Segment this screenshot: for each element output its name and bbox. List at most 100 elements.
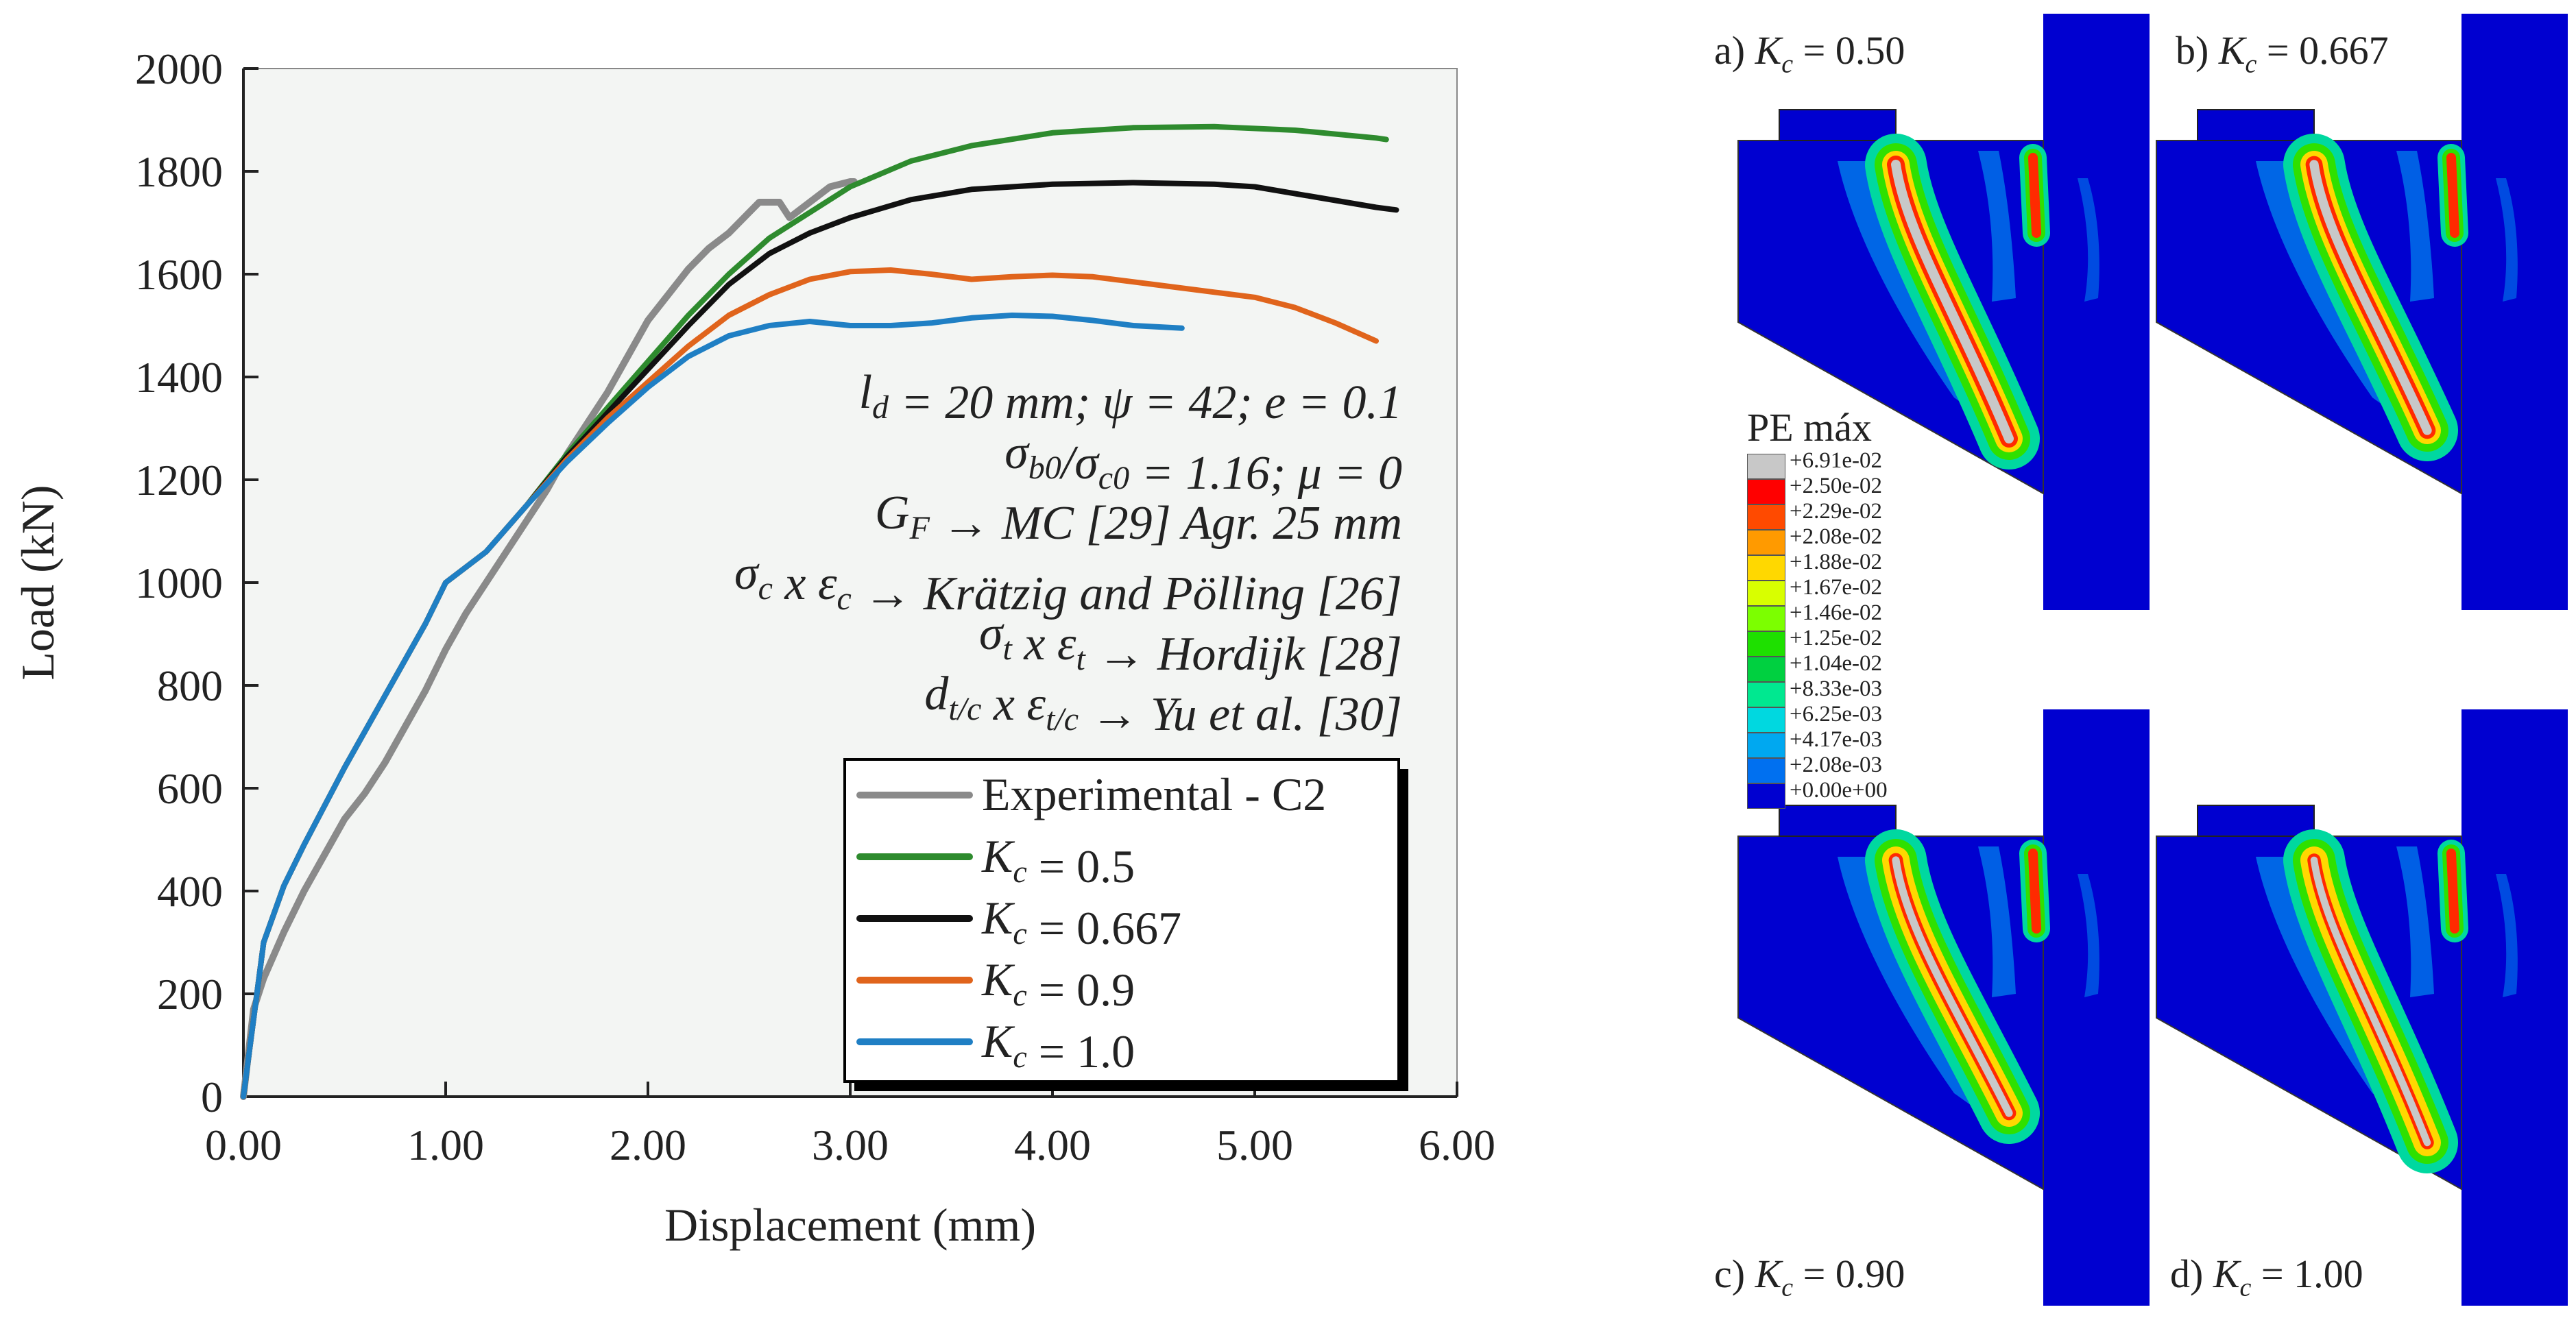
y-tick-label: 200	[157, 970, 223, 1019]
y-tick-label: 1400	[135, 353, 223, 402]
colorbar-value-label: +2.29e-02	[1790, 499, 1882, 524]
annotation-line: ld = 20 mm; ψ = 42; e = 0.1	[859, 366, 1402, 429]
tie-contour-band	[2446, 153, 2459, 238]
x-tick-label: 5.00	[1216, 1121, 1293, 1169]
y-tick-label: 1800	[135, 147, 223, 196]
colorbar-value-label: +4.17e-03	[1790, 727, 1882, 752]
colorbar-swatch	[1747, 682, 1785, 707]
colorbar-value-label: +1.46e-02	[1790, 600, 1882, 625]
fem-label-c: c) Kc = 0.90	[1714, 1252, 1905, 1302]
strain-zone-low	[1978, 151, 2016, 302]
y-axis-title: Load (kN)	[12, 485, 64, 680]
y-tick-label: 1000	[135, 559, 223, 607]
colorbar-title: PE máx	[1747, 405, 1873, 450]
x-tick-label: 2.00	[610, 1121, 686, 1169]
strut-contour-band	[2309, 160, 2432, 435]
fem-label-d: d) Kc = 1.00	[2170, 1252, 2363, 1302]
legend-label: Kc = 1.0	[981, 1015, 1135, 1077]
colorbar-swatch	[1747, 783, 1785, 809]
fem-contour-b	[2156, 14, 2568, 610]
fem-contour-c	[1737, 709, 2150, 1306]
y-tick-label: 400	[157, 867, 223, 916]
colorbar-value-label: +0.00e+00	[1790, 778, 1888, 803]
tie-contour-band	[2446, 849, 2459, 934]
strut-contour-band	[1892, 856, 2013, 1117]
strain-zone-low	[1978, 846, 2016, 997]
strain-zone-low	[2078, 178, 2099, 302]
colorbar-swatch	[1747, 758, 1785, 783]
column-region	[2461, 709, 2568, 1306]
colorbar-value-label: +6.91e-02	[1790, 448, 1882, 473]
bearing-plate	[2197, 109, 2315, 141]
fem-panel-a	[1735, 14, 2160, 610]
pe-colorbar-legend: PE máx +6.91e-02 +2.50e-02 +2.29e-02 +2.08e…	[1747, 404, 1980, 816]
strain-zone-low	[2396, 846, 2434, 997]
colorbar-value-label: +6.25e-03	[1790, 702, 1882, 727]
y-tick-label: 1600	[135, 250, 223, 299]
x-tick-label: 0.00	[205, 1121, 282, 1169]
x-tick-label: 4.00	[1014, 1121, 1091, 1169]
strain-zone-low	[2078, 874, 2099, 997]
fem-panel-b	[2153, 14, 2576, 610]
series-line-4	[241, 313, 1185, 1099]
y-tick-label: 1200	[135, 456, 223, 504]
colorbar-value-label: +2.08e-03	[1790, 753, 1882, 777]
fem-panel-d	[2153, 709, 2576, 1306]
colorbar-swatch	[1747, 504, 1785, 530]
colorbar-value-label: +1.04e-02	[1790, 651, 1882, 676]
load-displacement-chart: 0.00 1.00 2.00 3.00 4.00 5.00 6.00 0 200 400 600 80…	[12, 45, 1495, 1251]
colorbar-swatch	[1747, 530, 1785, 555]
strut-contour-band	[1891, 160, 2014, 443]
colorbar-swatch	[1747, 733, 1785, 758]
bearing-plate	[1779, 109, 1897, 141]
x-axis-title: Displacement (mm)	[664, 1199, 1036, 1251]
y-tick-label: 600	[157, 764, 223, 813]
colorbar-swatch	[1747, 581, 1785, 606]
bearing-plate	[2197, 805, 2315, 837]
strain-zone-low	[2496, 874, 2518, 997]
annotation-line: dt/c x εt/c → Yu et al. [30]	[924, 668, 1402, 741]
column-region	[2461, 14, 2568, 610]
colorbar-value-label: +2.50e-02	[1790, 474, 1882, 498]
bearing-plate	[1779, 805, 1897, 837]
y-tick-label: 800	[157, 661, 223, 710]
annotation-line: σt x εt → Hordijk [28]	[979, 607, 1402, 681]
fem-label-a: a) Kc = 0.50	[1714, 28, 1905, 79]
annotation-line: GF → MC [29] Agr. 25 mm	[875, 487, 1402, 550]
fem-panel-c	[1735, 709, 2160, 1306]
tie-contour-band	[2028, 153, 2041, 238]
colorbar-swatch	[1747, 606, 1785, 631]
colorbar-swatch	[1747, 454, 1785, 479]
colorbar-swatch	[1747, 555, 1785, 581]
fem-contour-a	[1737, 14, 2150, 610]
fem-label-b: b) Kc = 0.667	[2176, 28, 2389, 79]
colorbar-labels: +6.91e-02 +2.50e-02 +2.29e-02 +2.08e-02 +1.8…	[1790, 448, 1888, 803]
legend-label: Kc = 0.9	[981, 953, 1135, 1016]
strain-zone-low	[2396, 151, 2434, 302]
x-tick-label: 1.00	[407, 1121, 484, 1169]
x-tick-label: 6.00	[1419, 1121, 1495, 1169]
colorbar-value-label: +1.25e-02	[1790, 626, 1882, 650]
fem-contour-d	[2156, 709, 2568, 1306]
colorbar-value-label: +1.88e-02	[1790, 550, 1882, 574]
colorbar-swatch	[1747, 657, 1785, 682]
annotation-line: σb0/σc0 = 1.16; μ = 0	[1004, 426, 1402, 500]
annotation-line: σc x εc → Krätzig and Pölling [26]	[734, 547, 1402, 620]
colorbar-swatch	[1747, 479, 1785, 504]
strut-contour-band	[2310, 856, 2431, 1147]
colorbar-swatch	[1747, 707, 1785, 733]
strain-zone-low	[2496, 178, 2518, 302]
x-tick-label: 3.00	[812, 1121, 889, 1169]
legend-label: Kc = 0.667	[981, 892, 1181, 954]
colorbar-swatches	[1747, 454, 1785, 809]
colorbar-value-label: +8.33e-03	[1790, 676, 1882, 701]
colorbar-value-label: +1.67e-02	[1790, 575, 1882, 600]
y-tick-label: 2000	[135, 45, 223, 93]
legend-label: Kc = 0.5	[981, 830, 1135, 892]
colorbar-swatch	[1747, 631, 1785, 657]
y-tick-label: 0	[201, 1073, 223, 1121]
tie-contour-band	[2028, 849, 2041, 934]
column-region	[2043, 709, 2150, 1306]
colorbar-value-label: +2.08e-02	[1790, 524, 1882, 549]
legend-label: Experimental - C2	[982, 768, 1326, 820]
